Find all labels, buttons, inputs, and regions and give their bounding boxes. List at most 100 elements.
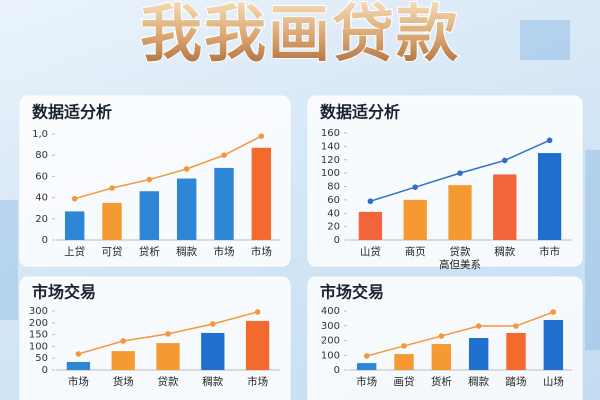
- trend-point: [120, 338, 126, 344]
- y-tick-label: 0: [334, 235, 340, 246]
- y-tick-label: 100: [29, 341, 48, 352]
- bar: [245, 320, 270, 370]
- bar: [358, 211, 383, 240]
- y-tick-label: 20: [35, 214, 48, 225]
- bar: [403, 199, 427, 240]
- chart-title: 市场交易: [32, 283, 96, 302]
- x-tick-label: 市场: [247, 375, 268, 388]
- x-tick-note: 高但美系: [439, 258, 481, 271]
- bar: [468, 337, 489, 370]
- y-tick-label: 40: [327, 208, 340, 219]
- trend-point: [457, 170, 463, 176]
- bar: [356, 363, 377, 370]
- x-tick-label: 市场: [68, 375, 89, 388]
- x-tick-label: 市场: [214, 245, 235, 258]
- trend-line: [366, 311, 554, 357]
- x-tick-label: 货析: [431, 375, 452, 388]
- bar: [506, 332, 526, 370]
- x-tick-label: 踏场: [506, 375, 527, 388]
- trend-point: [258, 133, 265, 139]
- x-tick-label: 画贷: [394, 375, 415, 388]
- page-title: 我我画贷款: [140, 0, 460, 70]
- trend-point: [210, 321, 216, 327]
- trend-point: [75, 351, 82, 357]
- bar: [201, 332, 225, 370]
- trend-point: [109, 185, 115, 191]
- y-tick-label: 100: [321, 350, 340, 361]
- x-tick-label: 市市: [539, 245, 560, 258]
- trend-point: [71, 195, 78, 202]
- bar: [493, 174, 517, 240]
- x-tick-label: 商页: [405, 245, 426, 258]
- bar: [537, 153, 562, 240]
- trend-point: [502, 157, 508, 164]
- chart-title: 市场交易: [320, 283, 384, 302]
- x-tick-label: 市场: [356, 375, 377, 388]
- chart-title: 数据适分析: [32, 103, 112, 122]
- y-tick-label: 140: [321, 141, 340, 152]
- x-tick-label: 可贷: [102, 245, 123, 258]
- x-tick-label: 山场: [543, 375, 564, 388]
- x-tick-label: 上贷: [64, 245, 85, 258]
- bar: [394, 354, 414, 370]
- bar: [64, 211, 85, 240]
- bar: [431, 344, 452, 370]
- trend-point: [546, 137, 553, 144]
- y-tick-label: 80: [327, 182, 340, 193]
- bar: [111, 351, 135, 370]
- y-tick-label: 60: [327, 195, 340, 206]
- x-tick-label: 稠款: [468, 375, 489, 388]
- decor: [0, 20, 600, 350]
- trend-point: [412, 184, 419, 190]
- trend-point: [363, 353, 370, 359]
- trend-point: [165, 331, 171, 337]
- y-tick-label: 300: [321, 321, 340, 332]
- y-tick-label: 120: [321, 155, 340, 166]
- x-tick-label: 贷析: [139, 245, 160, 258]
- bar: [156, 343, 180, 370]
- y-tick-label: 400: [321, 306, 340, 317]
- trend-point: [475, 323, 482, 329]
- y-tick-label: 100: [321, 168, 340, 179]
- y-tick-label: 0: [42, 235, 48, 246]
- y-tick-label: 200: [29, 318, 48, 329]
- trend-point: [438, 333, 445, 339]
- y-tick-label: 0: [334, 365, 340, 376]
- y-tick-label: 160: [321, 128, 340, 139]
- trend-point: [183, 166, 190, 172]
- y-tick-label: 20: [327, 222, 340, 233]
- x-tick-label: 稠款: [494, 245, 515, 258]
- bar: [214, 167, 234, 240]
- bar: [251, 147, 272, 240]
- y-tick-label: 60: [35, 171, 48, 182]
- trend-point: [254, 309, 261, 315]
- bar: [543, 319, 564, 370]
- x-tick-label: 贷款: [450, 245, 471, 258]
- trend-line: [74, 135, 262, 200]
- x-tick-label: 稠款: [202, 375, 223, 388]
- x-tick-label: 市场: [251, 245, 272, 258]
- bar: [139, 191, 160, 240]
- y-tick-label: 80: [35, 150, 48, 161]
- trend-point: [513, 323, 519, 329]
- bar: [448, 185, 472, 240]
- y-tick-label: 0: [42, 365, 48, 376]
- x-tick-label: 贷款: [158, 375, 179, 388]
- x-tick-label: 稠款: [176, 245, 197, 258]
- bar: [102, 202, 122, 240]
- trend-point: [146, 176, 153, 183]
- bar: [66, 361, 91, 370]
- x-tick-label: 山贷: [360, 245, 381, 258]
- y-tick-label: 200: [321, 336, 340, 347]
- trend-point: [221, 152, 227, 158]
- trend-point: [401, 343, 407, 349]
- y-tick-label: 50: [35, 353, 48, 364]
- bar: [176, 178, 197, 240]
- y-tick-label: 300: [29, 306, 48, 317]
- y-tick-label: 40: [35, 193, 48, 204]
- trend-point: [550, 309, 557, 315]
- chart-title: 数据适分析: [320, 103, 400, 122]
- trend-point: [367, 198, 374, 205]
- x-tick-label: 货场: [113, 375, 134, 388]
